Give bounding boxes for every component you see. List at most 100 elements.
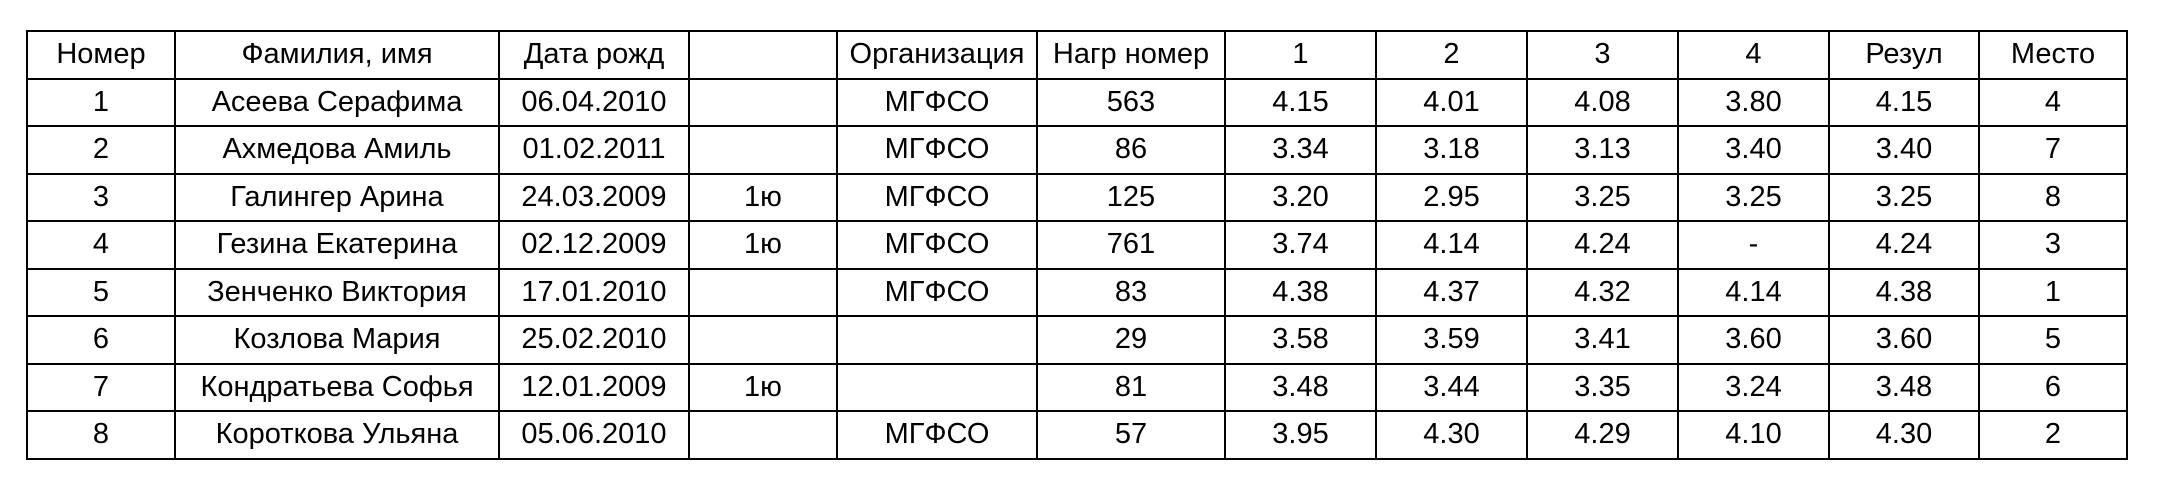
cell-attempt-2: 2.95 — [1375, 172, 1528, 222]
cell-number: 5 — [26, 267, 176, 317]
cell-result: 3.25 — [1828, 172, 1980, 222]
cell-attempt-2: 3.44 — [1375, 362, 1528, 412]
cell-name: Короткова Ульяна — [174, 410, 500, 460]
cell-attempt-4: 3.25 — [1677, 172, 1830, 222]
cell-result: 4.30 — [1828, 410, 1980, 460]
cell-birth-date: 12.01.2009 — [498, 362, 690, 412]
cell-rank — [688, 410, 838, 460]
cell-name: Кондратьева Софья — [174, 362, 500, 412]
cell-bib-number: 29 — [1036, 315, 1226, 365]
cell-attempt-1: 3.20 — [1224, 172, 1377, 222]
cell-place: 8 — [1978, 172, 2128, 222]
cell-attempt-4: 3.40 — [1677, 125, 1830, 175]
header-number: Номер — [26, 30, 176, 80]
cell-attempt-1: 3.95 — [1224, 410, 1377, 460]
cell-place: 1 — [1978, 267, 2128, 317]
table-row: 6 Козлова Мария 25.02.2010 29 3.58 3.59 3.41 3.… — [26, 315, 2128, 365]
cell-number: 4 — [26, 220, 176, 270]
cell-number: 7 — [26, 362, 176, 412]
cell-place: 4 — [1978, 77, 2128, 127]
table-row: 7 Кондратьева Софья 12.01.2009 1ю 81 3.48 3.44… — [26, 362, 2128, 412]
cell-bib-number: 125 — [1036, 172, 1226, 222]
cell-place: 7 — [1978, 125, 2128, 175]
cell-birth-date: 06.04.2010 — [498, 77, 690, 127]
cell-attempt-3: 4.29 — [1526, 410, 1679, 460]
cell-attempt-3: 4.08 — [1526, 77, 1679, 127]
cell-bib-number: 57 — [1036, 410, 1226, 460]
cell-number: 2 — [26, 125, 176, 175]
cell-organization — [836, 315, 1038, 365]
cell-attempt-1: 3.74 — [1224, 220, 1377, 270]
cell-place: 6 — [1978, 362, 2128, 412]
cell-birth-date: 17.01.2010 — [498, 267, 690, 317]
cell-rank: 1ю — [688, 172, 838, 222]
header-attempt-3: 3 — [1526, 30, 1679, 80]
table-row: 5 Зенченко Виктория 17.01.2010 МГФСО 83 4.38 4… — [26, 267, 2128, 317]
cell-attempt-4: 4.14 — [1677, 267, 1830, 317]
cell-birth-date: 02.12.2009 — [498, 220, 690, 270]
table-row: 4 Гезина Екатерина 02.12.2009 1ю МГФСО 761 3.7… — [26, 220, 2128, 270]
cell-attempt-4: 4.10 — [1677, 410, 1830, 460]
header-place: Место — [1978, 30, 2128, 80]
cell-bib-number: 563 — [1036, 77, 1226, 127]
cell-attempt-2: 3.59 — [1375, 315, 1528, 365]
header-result: Резул — [1828, 30, 1980, 80]
cell-birth-date: 01.02.2011 — [498, 125, 690, 175]
cell-attempt-3: 3.41 — [1526, 315, 1679, 365]
header-birth-date: Дата рожд — [498, 30, 690, 80]
header-attempt-1: 1 — [1224, 30, 1377, 80]
cell-birth-date: 24.03.2009 — [498, 172, 690, 222]
cell-organization: МГФСО — [836, 172, 1038, 222]
cell-name: Гезина Екатерина — [174, 220, 500, 270]
cell-attempt-1: 4.15 — [1224, 77, 1377, 127]
cell-result: 3.60 — [1828, 315, 1980, 365]
cell-rank — [688, 315, 838, 365]
cell-birth-date: 25.02.2010 — [498, 315, 690, 365]
cell-attempt-4: - — [1677, 220, 1830, 270]
cell-organization — [836, 362, 1038, 412]
cell-result: 4.24 — [1828, 220, 1980, 270]
cell-bib-number: 83 — [1036, 267, 1226, 317]
cell-attempt-3: 3.25 — [1526, 172, 1679, 222]
header-attempt-2: 2 — [1375, 30, 1528, 80]
cell-place: 2 — [1978, 410, 2128, 460]
cell-attempt-2: 4.01 — [1375, 77, 1528, 127]
cell-rank — [688, 77, 838, 127]
cell-attempt-1: 4.38 — [1224, 267, 1377, 317]
cell-bib-number: 81 — [1036, 362, 1226, 412]
cell-result: 4.38 — [1828, 267, 1980, 317]
cell-attempt-4: 3.24 — [1677, 362, 1830, 412]
cell-organization: МГФСО — [836, 220, 1038, 270]
cell-birth-date: 05.06.2010 — [498, 410, 690, 460]
cell-organization: МГФСО — [836, 125, 1038, 175]
cell-rank: 1ю — [688, 220, 838, 270]
header-bib-number: Нагр номер — [1036, 30, 1226, 80]
cell-name: Козлова Мария — [174, 315, 500, 365]
cell-attempt-1: 3.34 — [1224, 125, 1377, 175]
table-row: 8 Короткова Ульяна 05.06.2010 МГФСО 57 3.95 4.… — [26, 410, 2128, 460]
cell-attempt-4: 3.80 — [1677, 77, 1830, 127]
cell-name: Ахмедова Амиль — [174, 125, 500, 175]
cell-attempt-1: 3.48 — [1224, 362, 1377, 412]
results-table-wrapper: Номер Фамилия, имя Дата рожд Организация… — [26, 30, 2128, 460]
cell-result: 3.48 — [1828, 362, 1980, 412]
cell-result: 4.15 — [1828, 77, 1980, 127]
table-body: 1 Асеева Серафима 06.04.2010 МГФСО 563 4.15 4.… — [26, 77, 2128, 460]
header-attempt-4: 4 — [1677, 30, 1830, 80]
cell-attempt-3: 3.35 — [1526, 362, 1679, 412]
cell-attempt-2: 3.18 — [1375, 125, 1528, 175]
cell-number: 1 — [26, 77, 176, 127]
cell-name: Зенченко Виктория — [174, 267, 500, 317]
cell-number: 8 — [26, 410, 176, 460]
cell-organization: МГФСО — [836, 267, 1038, 317]
header-organization: Организация — [836, 30, 1038, 80]
cell-attempt-4: 3.60 — [1677, 315, 1830, 365]
cell-attempt-3: 4.24 — [1526, 220, 1679, 270]
table-row: 3 Галингер Арина 24.03.2009 1ю МГФСО 125 3.20 2… — [26, 172, 2128, 222]
cell-rank — [688, 267, 838, 317]
header-rank — [688, 30, 838, 80]
header-row: Номер Фамилия, имя Дата рожд Организация… — [26, 30, 2128, 80]
cell-attempt-1: 3.58 — [1224, 315, 1377, 365]
cell-number: 3 — [26, 172, 176, 222]
cell-name: Галингер Арина — [174, 172, 500, 222]
